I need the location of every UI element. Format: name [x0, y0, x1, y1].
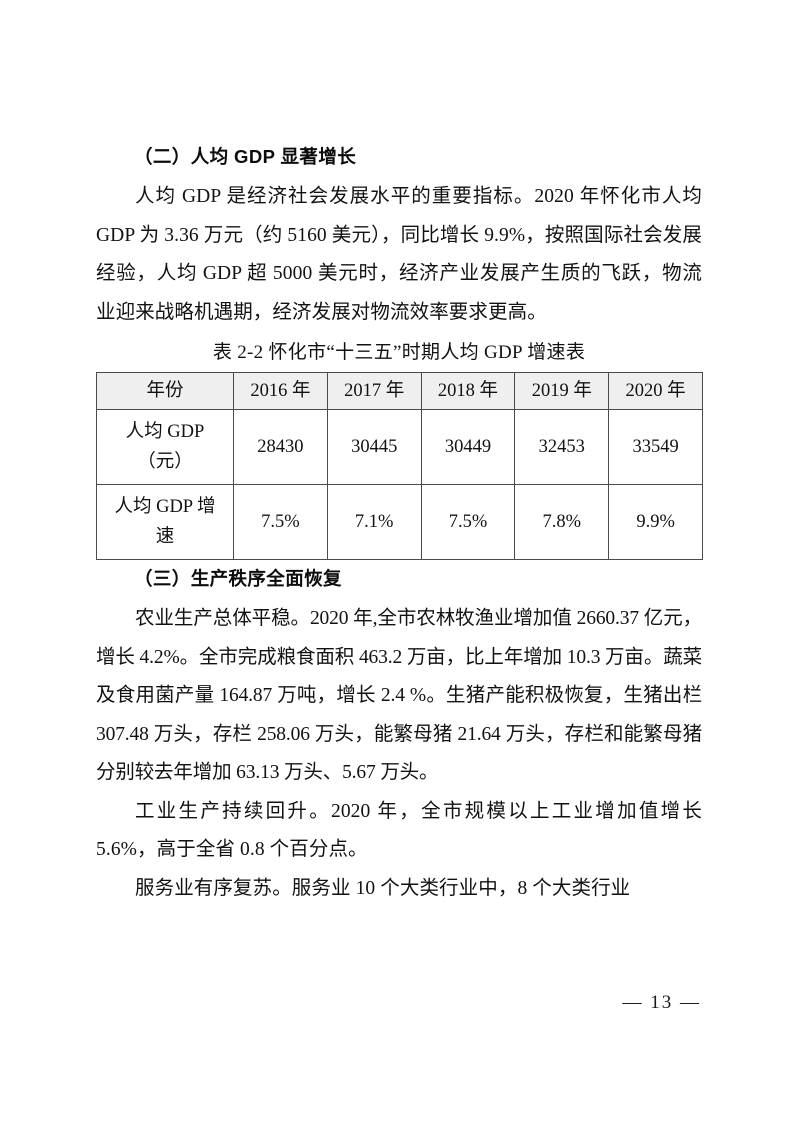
table-row: 人均 GDP 增 速 7.5% 7.1% 7.5% 7.8% 9.9% — [96, 484, 703, 560]
row-label-line: 速 — [155, 527, 175, 547]
table-caption: 表 2-2 怀化市“十三五”时期人均 GDP 增速表 — [212, 342, 586, 363]
table-cell: 32453 — [514, 409, 610, 485]
paragraph-section-two: 人均 GDP 是经济社会发展水平的重要指标。2020 年怀化市人均 GDP 为 … — [96, 186, 702, 323]
heading-section-two: （二）人均 GDP 显著增长 — [134, 146, 357, 167]
paragraph-industry: 工业生产持续回升。2020 年，全市规模以上工业增加值增长 5.6%，高于全省 … — [96, 800, 702, 861]
paragraph-services: 服务业有序复苏。服务业 10 个大类行业中，8 个大类行业 — [135, 877, 631, 899]
row-label-line: 人均 GDP 增 — [114, 497, 216, 517]
page-number: — 13 — — [622, 992, 701, 1013]
row-label-line: 人均 GDP — [125, 422, 205, 442]
table-header-cell: 2018 年 — [420, 372, 516, 410]
table-cell: 7.8% — [514, 484, 610, 560]
table-cell: 30449 — [420, 409, 516, 485]
paragraph-agriculture: 农业生产总体平稳。2020 年,全市农林牧渔业增加值 2660.37 亿元，增长… — [96, 608, 702, 783]
table-cell: 7.1% — [326, 484, 422, 560]
table-header-cell: 2016 年 — [233, 372, 328, 410]
table-row: 人均 GDP （元） 28430 30445 30449 32453 33549 — [96, 409, 703, 485]
table-cell: 7.5% — [233, 484, 328, 560]
heading-section-three: （三）生产秩序全面恢复 — [134, 568, 342, 589]
table-header-cell: 年份 — [96, 372, 234, 410]
table-cell: 28430 — [233, 409, 328, 485]
table-header-cell: 2019 年 — [514, 372, 610, 410]
page-content: （二）人均 GDP 显著增长 人均 GDP 是经济社会发展水平的重要指标。202… — [96, 140, 703, 908]
row-label-line: （元） — [137, 452, 193, 472]
row-label-cell: 人均 GDP （元） — [96, 409, 234, 485]
table-cell: 9.9% — [608, 484, 703, 560]
table-cell: 33549 — [608, 409, 703, 485]
gdp-growth-table: 年份 2016 年 2017 年 2018 年 2019 年 2020 年 人均… — [96, 372, 703, 560]
table-cell: 30445 — [326, 409, 422, 485]
table-header-row: 年份 2016 年 2017 年 2018 年 2019 年 2020 年 — [96, 372, 703, 410]
row-label-cell: 人均 GDP 增 速 — [96, 484, 234, 560]
table-header-cell: 2020 年 — [608, 372, 703, 410]
table-cell: 7.5% — [420, 484, 516, 560]
table-header-cell: 2017 年 — [326, 372, 422, 410]
